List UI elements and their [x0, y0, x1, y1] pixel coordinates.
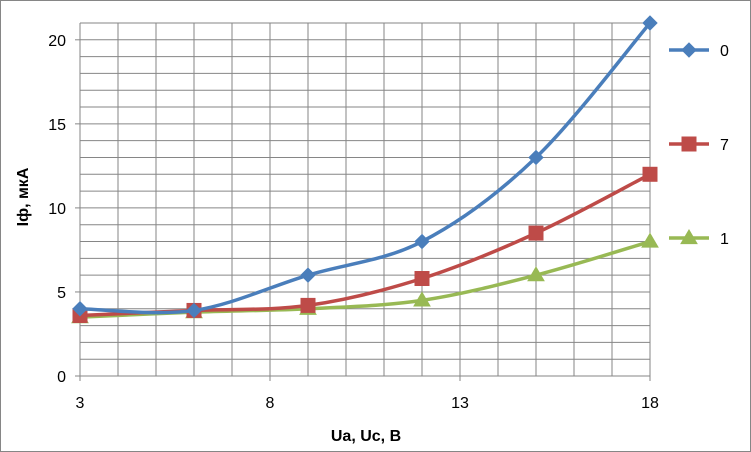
data-point	[300, 267, 316, 283]
legend-item-0: 0	[669, 42, 729, 60]
data-point	[414, 233, 430, 250]
data-point	[528, 149, 544, 166]
y-tick-label: 0	[57, 369, 66, 386]
legend: 0 7 1	[669, 42, 729, 248]
legend-label: 7	[720, 137, 729, 154]
data-point	[642, 15, 658, 31]
legend-label: 0	[720, 43, 729, 60]
legend-marker	[681, 42, 697, 58]
data-point	[527, 266, 545, 282]
data-point	[186, 302, 202, 319]
y-tick-label: 20	[48, 33, 66, 50]
series-line	[79, 239, 651, 319]
data-point	[414, 271, 430, 287]
series-line	[79, 172, 651, 318]
legend-item-1: 1	[669, 229, 729, 248]
data-point	[300, 297, 316, 313]
y-axis-title: Iф, мкА	[15, 167, 32, 226]
series-line	[79, 21, 652, 315]
y-tick-label: 15	[48, 117, 66, 134]
y-tick-label: 10	[48, 201, 66, 218]
legend-marker	[680, 229, 698, 245]
series-7	[72, 166, 658, 323]
legend-marker	[681, 136, 697, 152]
legend-label: 1	[720, 231, 729, 248]
x-tick-label: 13	[451, 395, 469, 412]
legend-item-7: 7	[669, 136, 729, 154]
axes: 0 5 10 15 20 3 8 13 18	[48, 23, 659, 412]
data-point	[72, 301, 88, 317]
y-tick-label: 5	[57, 285, 66, 302]
series-layer	[71, 15, 659, 324]
series-0	[72, 15, 658, 319]
series-1	[71, 232, 659, 324]
x-tick-label: 18	[641, 395, 659, 412]
data-point	[641, 232, 659, 248]
data-point	[642, 166, 658, 182]
x-tick-label: 8	[266, 395, 275, 412]
data-point	[528, 225, 544, 241]
x-tick-label: 3	[76, 395, 85, 412]
x-axis-title: Ua, Uc, B	[331, 428, 401, 445]
grid	[80, 22, 651, 376]
data-point	[413, 291, 431, 307]
